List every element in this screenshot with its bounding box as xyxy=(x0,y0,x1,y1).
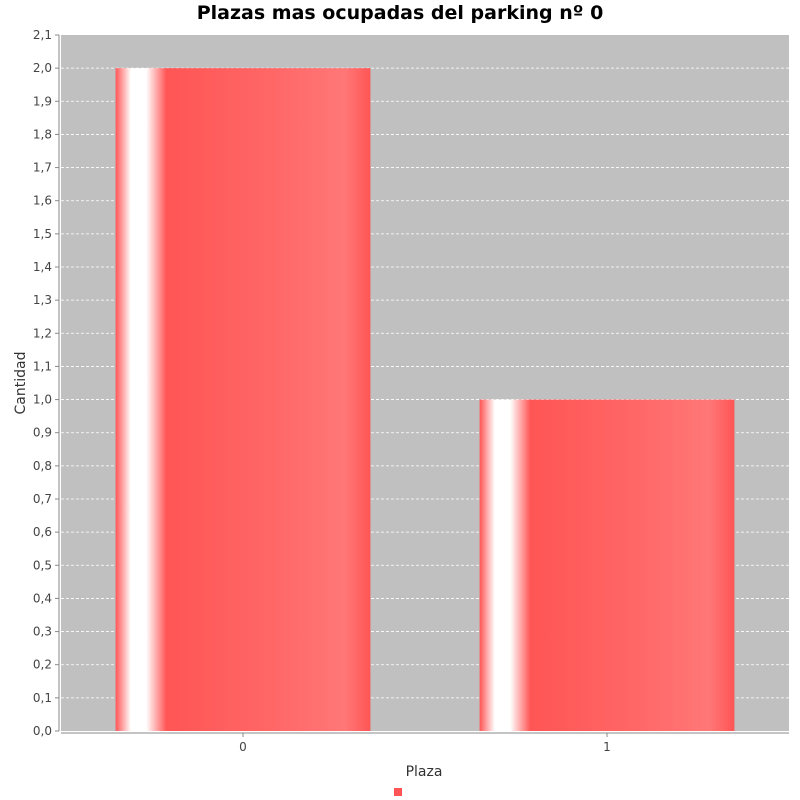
y-tick-label: 1,1 xyxy=(33,359,52,373)
bar-1 xyxy=(479,399,735,731)
y-tick-label: 0,7 xyxy=(33,492,52,506)
chart-title: Plazas mas ocupadas del parking nº 0 xyxy=(196,2,604,24)
y-tick-label: 2,1 xyxy=(33,28,52,42)
y-tick-label: 0,6 xyxy=(33,525,52,539)
y-tick-label: 0,4 xyxy=(33,591,52,605)
y-axis-title: Cantidad xyxy=(13,352,29,415)
x-axis-title: Plaza xyxy=(406,764,443,780)
legend-swatch xyxy=(394,788,402,796)
y-tick-label: 1,5 xyxy=(33,227,52,241)
y-tick-label: 0,0 xyxy=(33,724,52,738)
y-tick-label: 1,6 xyxy=(33,194,52,208)
y-tick-label: 0,9 xyxy=(33,426,52,440)
y-tick-label: 1,3 xyxy=(33,293,52,307)
y-tick-label: 1,8 xyxy=(33,127,52,141)
y-tick-label: 1,9 xyxy=(33,94,52,108)
y-tick-label: 0,1 xyxy=(33,691,52,705)
y-axis-ticks: 0,0 0,1 0,2 0,3 0,4 0,5 0,6 0,7 0,8 0,9 1,0 1,1 1,2 1… xyxy=(33,28,59,738)
y-tick-label: 0,2 xyxy=(33,658,52,672)
y-tick-label: 0,8 xyxy=(33,459,52,473)
y-tick-label: 0,3 xyxy=(33,625,52,639)
bars xyxy=(115,68,735,731)
y-tick-label: 1,0 xyxy=(33,393,52,407)
y-tick-label: 1,7 xyxy=(33,161,52,175)
y-tick-label: 2,0 xyxy=(33,61,52,75)
x-tick-label: 0 xyxy=(239,740,247,754)
y-tick-label: 1,4 xyxy=(33,260,52,274)
y-tick-label: 1,2 xyxy=(33,326,52,340)
x-tick-label: 1 xyxy=(603,740,611,754)
bar-0 xyxy=(115,68,371,731)
y-tick-label: 0,5 xyxy=(33,558,52,572)
